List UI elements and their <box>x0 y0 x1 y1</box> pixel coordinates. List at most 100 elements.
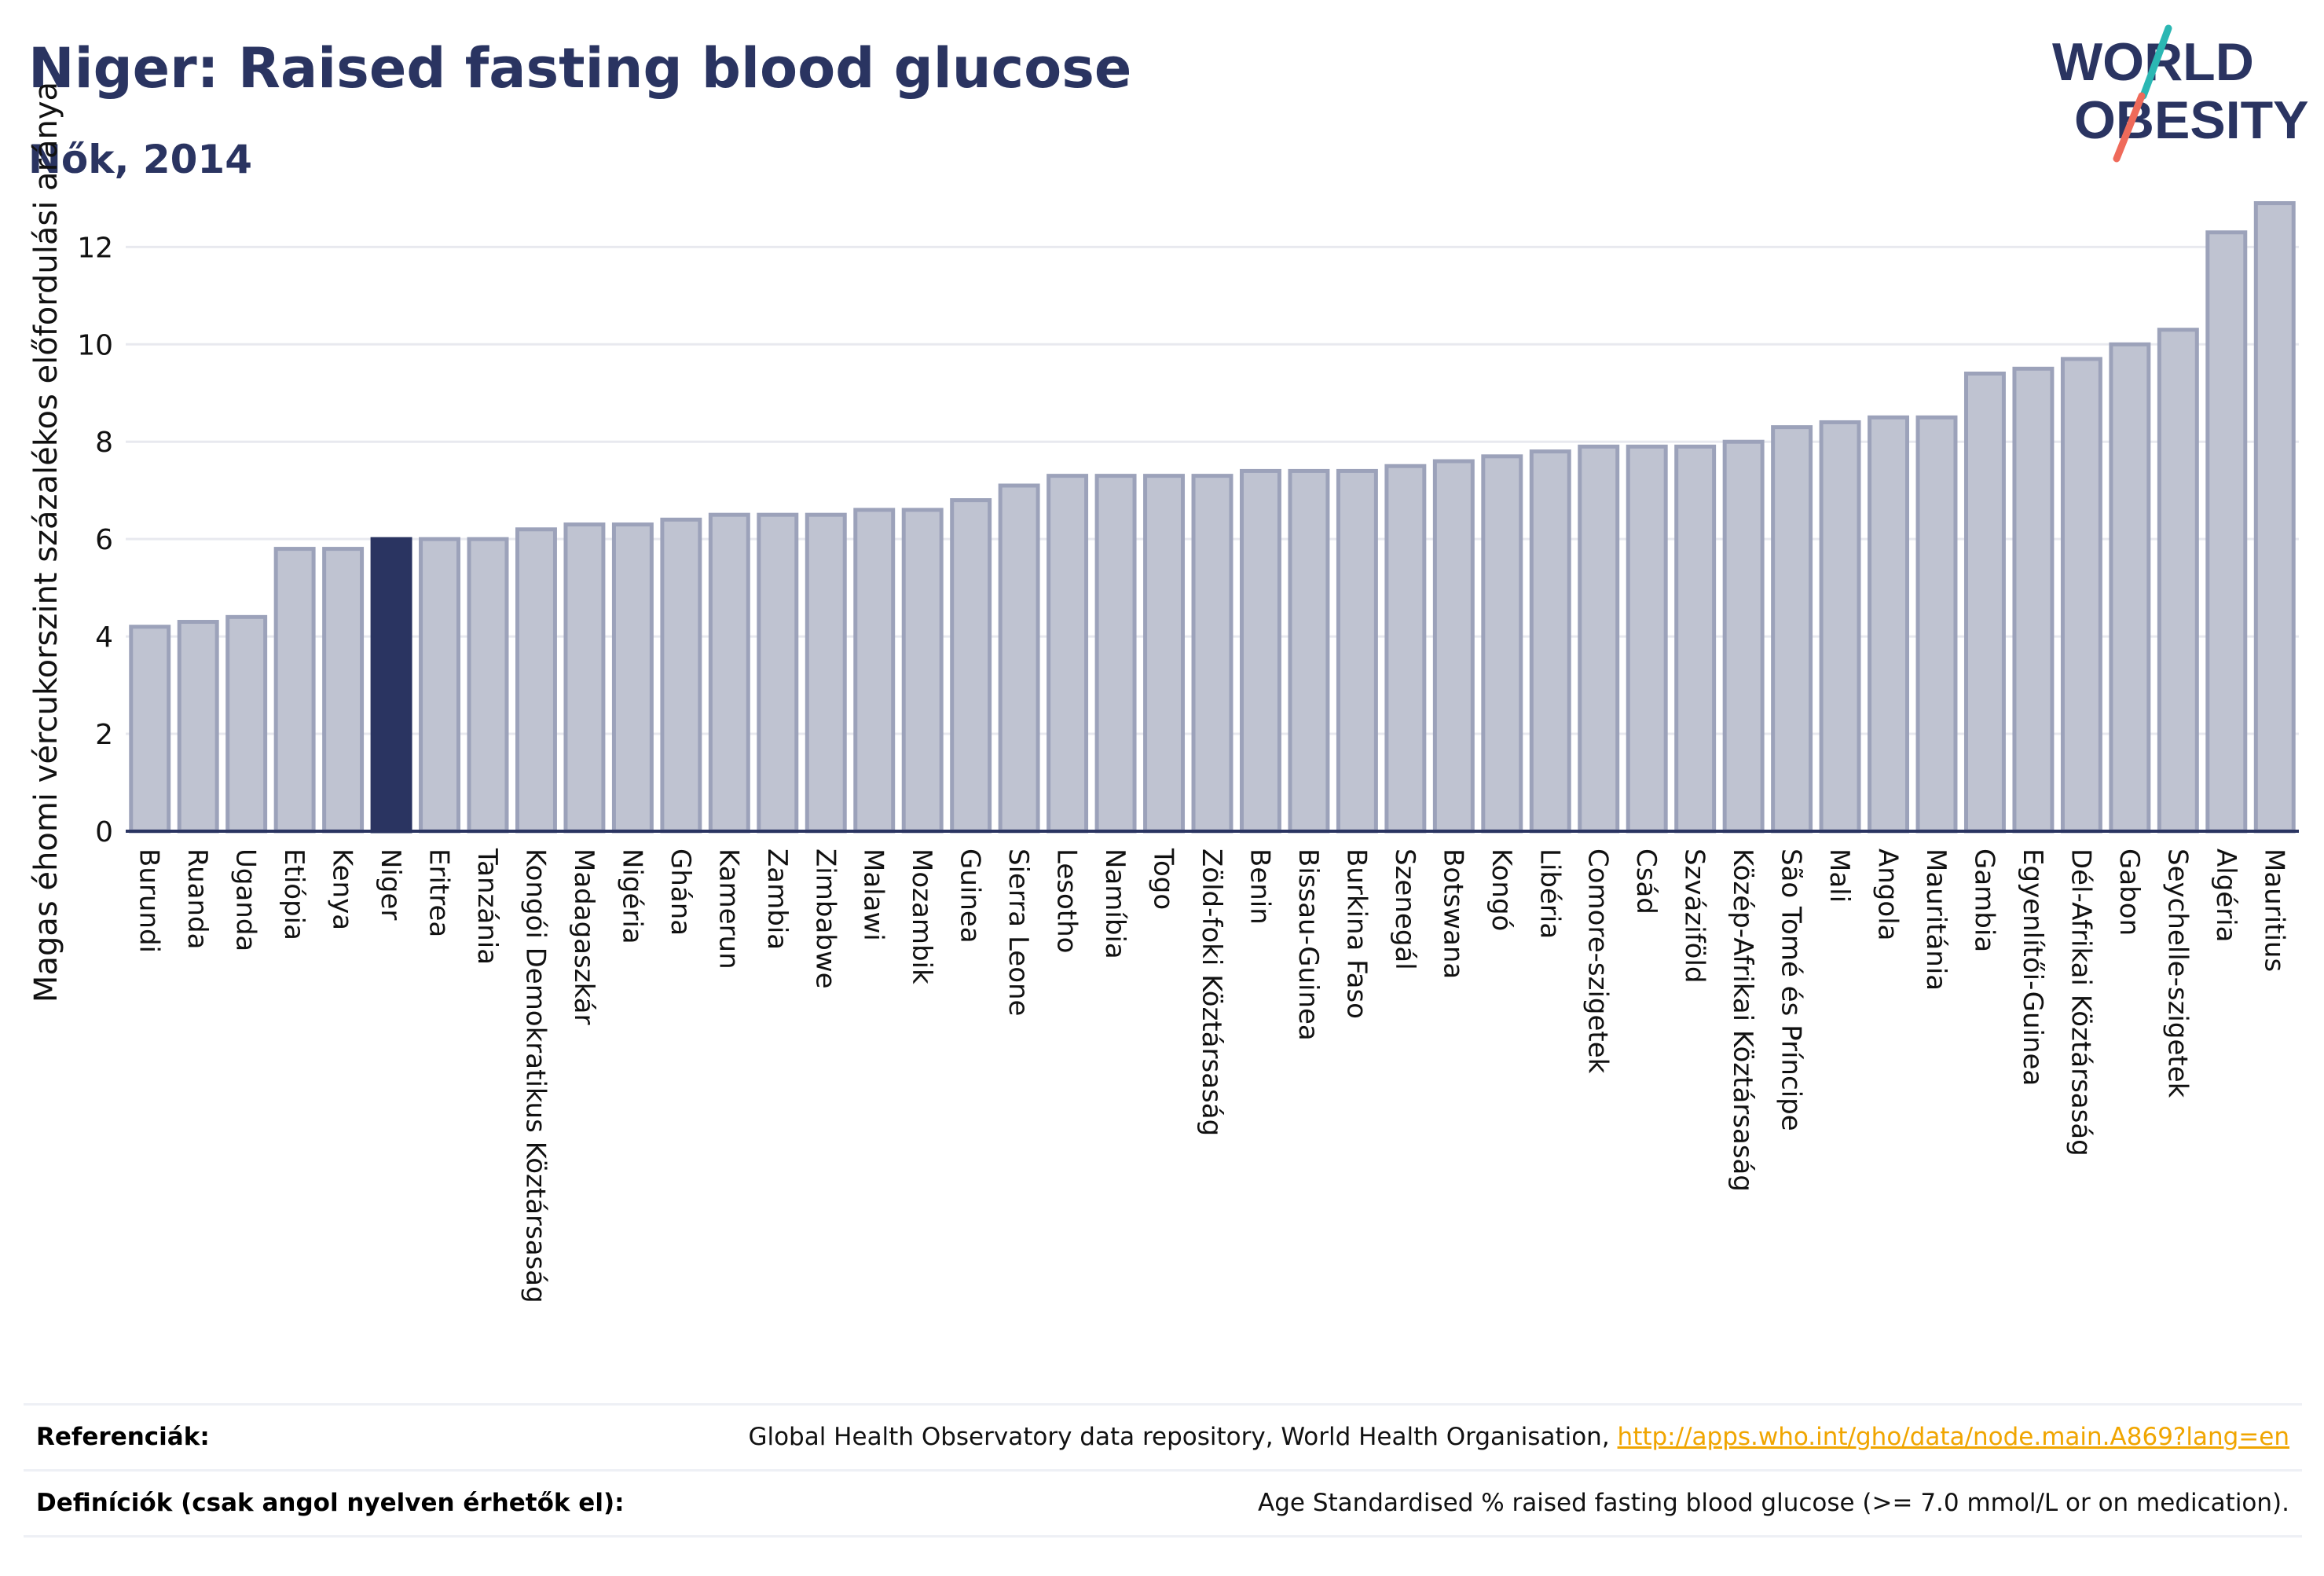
x-tick-label: Malawi <box>858 848 889 941</box>
bar[interactable] <box>1722 439 1765 834</box>
y-tick-label: 2 <box>95 719 113 751</box>
x-tick-label: Zimbabwe <box>809 848 841 989</box>
bar[interactable] <box>1481 454 1523 834</box>
logo-slash-coral <box>2113 92 2146 163</box>
bar[interactable] <box>2253 201 2296 834</box>
x-tick-label: Namíbia <box>1099 848 1131 959</box>
bar[interactable] <box>2109 342 2151 834</box>
bar[interactable] <box>2157 328 2199 834</box>
bar[interactable] <box>2060 357 2102 834</box>
definitions-row: Definíciók (csak angol nyelven érhetők e… <box>24 1469 2302 1533</box>
bar[interactable] <box>708 512 750 834</box>
bar[interactable] <box>950 498 992 834</box>
bar[interactable] <box>1384 464 1427 834</box>
x-tick-label: Guinea <box>955 848 986 944</box>
bar[interactable] <box>1094 474 1137 834</box>
bar[interactable] <box>757 512 799 834</box>
x-tick-label: Kamerun <box>713 848 744 969</box>
references-text: Global Health Observatory data repositor… <box>748 1423 1618 1451</box>
references-value: Global Health Observatory data repositor… <box>748 1423 2289 1451</box>
bar[interactable] <box>273 547 316 834</box>
bar[interactable] <box>1819 420 1861 834</box>
bar[interactable] <box>660 517 702 834</box>
references-link[interactable]: http://apps.who.int/gho/data/node.main.A… <box>1617 1423 2289 1451</box>
bar[interactable] <box>515 527 557 834</box>
bar[interactable] <box>1432 459 1475 834</box>
bar[interactable] <box>129 625 171 834</box>
bar[interactable] <box>1239 468 1281 834</box>
x-tick-label: Nigéria <box>616 848 647 944</box>
bar[interactable] <box>1626 444 1668 834</box>
x-tick-label: Kenya <box>327 848 358 930</box>
world-obesity-logo: WORLD OBESITY <box>2052 24 2309 163</box>
y-axis-title: Magas éhomi vércukorszint százalékos elő… <box>28 82 64 1002</box>
y-tick-label: 12 <box>77 232 113 264</box>
y-tick-label: 8 <box>95 427 113 459</box>
bar[interactable] <box>1771 425 1813 834</box>
x-tick-label: Botswana <box>1437 848 1468 979</box>
bar[interactable] <box>1529 449 1571 834</box>
x-tick-label: Kongói Demokratikus Köztársaság <box>519 848 551 1303</box>
bar[interactable] <box>1674 444 1717 834</box>
definitions-label: Definíciók (csak angol nyelven érhetők e… <box>36 1489 625 1517</box>
bar[interactable] <box>1915 415 1958 834</box>
x-tick-label: Libéria <box>1534 848 1565 939</box>
x-tick-label: Sierra Leone <box>1003 848 1034 1016</box>
bar[interactable] <box>998 483 1040 834</box>
chart-title: Niger: Raised fasting blood glucose <box>28 36 1132 101</box>
x-tick-label: Mauritius <box>2258 848 2289 972</box>
bar[interactable] <box>419 537 461 834</box>
bar[interactable] <box>1143 474 1186 834</box>
bar[interactable] <box>2012 366 2055 834</box>
bar[interactable] <box>225 614 268 834</box>
logo-slash-teal <box>2139 24 2172 100</box>
x-tick-label: Gambia <box>1968 848 2000 952</box>
x-tick-label: Comore-szigetek <box>1582 848 1614 1074</box>
bar[interactable] <box>177 620 219 834</box>
bar[interactable] <box>322 547 365 834</box>
x-tick-label: Kongó <box>1486 848 1517 931</box>
x-tick-label: Angola <box>1872 848 1904 940</box>
x-tick-label: Uganda <box>230 848 262 951</box>
x-tick-label: Mauritánia <box>1920 848 1952 991</box>
bar[interactable] <box>901 508 944 834</box>
bar[interactable] <box>1336 468 1378 834</box>
bar[interactable] <box>1191 474 1233 834</box>
x-tick-label: Seychelle-szigetek <box>2161 848 2193 1098</box>
chart-subtitle: Nők, 2014 <box>28 137 253 182</box>
bar[interactable] <box>611 522 654 834</box>
bar[interactable] <box>1868 415 1910 834</box>
x-tick-label: Togo <box>1148 848 1179 910</box>
x-tick-label: Mali <box>1824 848 1855 903</box>
y-tick-label: 6 <box>95 524 113 556</box>
bar-chart: 0 2 4 6 8 10 12 Burundi Ruanda Uganda Etiópia Kenya… <box>28 82 2299 1303</box>
bar[interactable] <box>2205 230 2248 834</box>
x-tick-label: Etiópia <box>278 848 310 940</box>
bar[interactable] <box>370 537 412 834</box>
y-tick-label: 0 <box>95 816 113 848</box>
bar[interactable] <box>1578 444 1620 834</box>
x-tick-label: Csád <box>1630 848 1662 914</box>
x-tick-label: Benin <box>1244 848 1275 925</box>
x-tick-label: Lesotho <box>1051 848 1083 953</box>
y-tick-label: 10 <box>77 329 113 361</box>
bar[interactable] <box>1963 371 2006 834</box>
references-row: Referenciák: Global Health Observatory d… <box>24 1403 2302 1467</box>
bar[interactable] <box>853 508 896 834</box>
x-tick-label: Algéria <box>2210 848 2242 942</box>
x-tick-label: Zambia <box>761 848 793 950</box>
bar[interactable] <box>1047 474 1089 834</box>
footer-divider <box>24 1535 2302 1538</box>
x-tick-label: Bissau-Guinea <box>1292 848 1324 1041</box>
x-tick-label: Niger <box>375 848 406 920</box>
bar[interactable] <box>1288 468 1330 834</box>
bar[interactable] <box>467 537 509 834</box>
x-tick-label: Szváziföld <box>1679 848 1710 983</box>
x-tick-label: São Tomé és Príncipe <box>1776 848 1807 1131</box>
x-tick-label: Egyenlítői-Guinea <box>2017 848 2048 1086</box>
x-tick-label: Madagaszkár <box>568 848 599 1024</box>
bar[interactable] <box>805 512 847 834</box>
bars <box>129 201 2296 834</box>
y-tick-label: 4 <box>95 621 113 654</box>
bar[interactable] <box>563 522 606 834</box>
